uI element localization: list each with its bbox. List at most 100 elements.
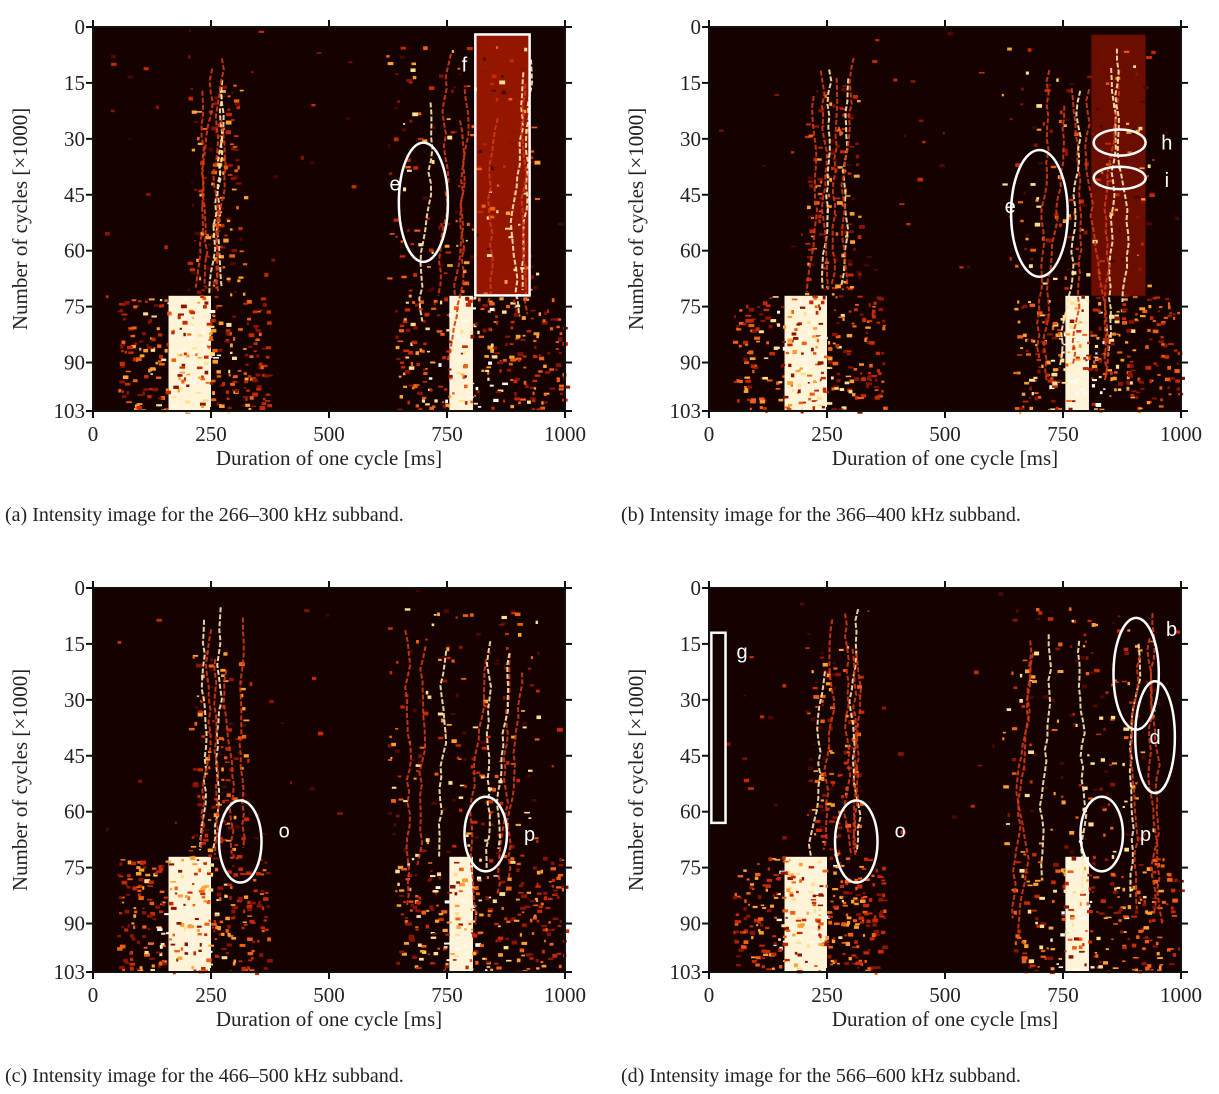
intensity-speckle [245,363,249,366]
intensity-speckle [421,944,427,948]
intensity-speckle [243,348,247,350]
intensity-speckle [488,327,492,332]
intensity-speckle [749,656,754,659]
intensity-speckle [877,949,884,954]
intensity-speckle [515,357,522,361]
intensity-speckle [174,892,178,895]
intensity-speckle [1126,380,1130,385]
intensity-speckle [793,336,799,340]
intensity-speckle [196,925,202,928]
intensity-speckle [853,247,856,251]
intensity-speckle [1098,359,1103,363]
x-tick-label: 250 [195,422,227,446]
intensity-speckle [227,410,231,414]
intensity-speckle [177,353,180,357]
intensity-speckle [208,664,215,668]
intensity-speckle [452,959,457,961]
intensity-speckle [760,319,766,322]
intensity-speckle [258,901,261,905]
intensity-speckle [446,329,452,332]
intensity-speckle [1099,391,1103,395]
intensity-speckle [443,946,448,949]
intensity-speckle [849,230,854,233]
intensity-speckle [209,352,215,356]
intensity-speckle [836,372,841,376]
intensity-speckle [477,406,482,408]
intensity-speckle [823,391,829,393]
intensity-speckle [200,956,205,961]
intensity-speckle [399,324,405,327]
intensity-speckle [1126,122,1130,125]
intensity-speckle [559,857,562,862]
intensity-speckle [861,919,865,922]
intensity-speckle [487,310,491,313]
intensity-speckle [141,907,145,910]
intensity-speckle [499,801,504,806]
intensity-speckle [1066,866,1070,869]
intensity-speckle [250,922,256,924]
intensity-speckle [134,910,138,914]
intensity-speckle [201,289,206,292]
intensity-speckle [809,229,816,234]
intensity-speckle [754,876,759,880]
intensity-speckle [421,349,425,353]
intensity-speckle [122,375,129,379]
intensity-speckle [817,304,821,308]
intensity-speckle [191,181,194,184]
intensity-speckle [136,968,140,971]
intensity-speckle [942,131,945,135]
intensity-speckle [1059,110,1063,115]
intensity-speckle [184,400,191,404]
intensity-speckle [408,289,413,292]
intensity-speckle [458,882,465,887]
intensity-speckle [798,337,805,341]
intensity-speckle [542,856,548,861]
intensity-speckle [1035,921,1039,925]
intensity-speckle [811,235,814,238]
intensity-speckle [535,272,540,276]
intensity-speckle [198,189,204,193]
intensity-speckle [809,300,814,305]
intensity-speckle [951,815,957,819]
intensity-speckle [1021,941,1024,944]
intensity-speckle [479,913,484,917]
intensity-speckle [177,388,180,393]
intensity-speckle [875,351,880,356]
intensity-speckle [139,347,142,351]
intensity-speckle [1114,388,1117,392]
intensity-speckle [215,306,218,310]
intensity-speckle [1082,943,1085,947]
intensity-speckle [203,176,208,179]
intensity-speckle [506,822,509,826]
intensity-speckle [220,223,225,228]
intensity-speckle [230,143,234,146]
intensity-speckle [1072,945,1077,950]
intensity-streak [1042,105,1066,383]
intensity-speckle [1131,369,1136,372]
intensity-speckle [484,839,489,842]
intensity-speckle [851,962,855,965]
intensity-speckle [256,354,260,358]
intensity-speckle [193,969,197,972]
intensity-speckle [1066,89,1072,93]
intensity-speckle [1149,379,1153,384]
intensity-speckle [175,387,179,391]
intensity-speckle [1164,377,1171,382]
intensity-speckle [137,893,141,897]
intensity-speckle [1167,305,1171,310]
intensity-speckle [398,798,404,801]
intensity-speckle [1061,351,1065,354]
intensity-speckle [978,72,985,74]
intensity-speckle [494,962,499,965]
intensity-speckle [736,324,740,327]
intensity-speckle [558,388,564,391]
intensity-speckle [1156,364,1159,367]
intensity-speckle [820,776,825,780]
intensity-speckle [536,919,540,923]
intensity-speckle [863,903,870,908]
intensity-speckle [529,684,534,687]
intensity-speckle [251,405,257,408]
intensity-speckle [1078,945,1083,949]
intensity-speckle [191,836,195,839]
